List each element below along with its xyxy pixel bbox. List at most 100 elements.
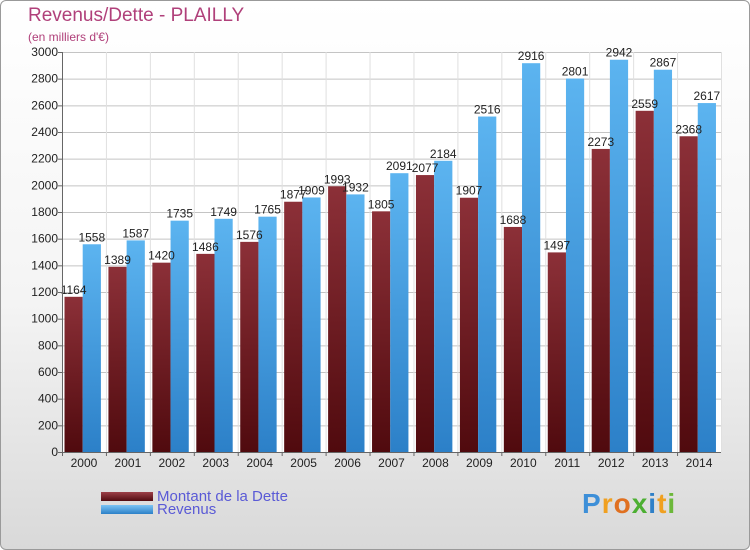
debt-bar [196,253,215,452]
revenue-bar [478,116,497,453]
revenue-data-label: 1558 [78,230,105,244]
chart-subtitle: (en milliers d'€) [28,30,109,44]
debt-data-label: 1805 [368,197,395,211]
x-tick-label: 2011 [554,456,580,470]
debt-data-label: 1877 [280,188,307,202]
revenue-bar [258,216,277,452]
revenue-data-label: 2916 [518,49,545,63]
logo-letter: r [601,488,614,519]
y-tick-label: 2000 [31,178,58,192]
debt-bar [152,262,171,452]
y-tick-label: 1200 [31,285,58,299]
legend-label-revenue: Revenus [157,500,217,518]
legend-label-debt: Montant de la Dette [157,487,288,505]
x-tick-label: 2002 [158,456,185,470]
y-tick-label: 2600 [31,98,58,112]
debt-data-label: 1164 [61,283,87,297]
y-tick-label: 400 [38,392,58,406]
debt-data-label: 1497 [544,238,571,252]
debt-bar [503,226,523,452]
revenue-bar [170,220,189,452]
revenue-data-label: 1909 [298,183,325,197]
x-tick-label: 2001 [115,456,142,470]
logo-letter: i [648,488,658,519]
y-tick-label: 2400 [31,125,58,139]
x-tick-label: 2006 [334,456,361,470]
x-tick-label: 2012 [598,456,625,470]
debt-data-label: 2077 [412,161,439,175]
debt-data-label: 1993 [324,172,351,186]
debt-data-label: 1389 [104,253,131,267]
y-tick-label: 1600 [31,232,58,246]
y-tick-label: 0 [51,445,58,459]
revenue-bar [565,78,585,453]
debt-bar [679,136,698,452]
debt-bar [328,186,347,452]
revenue-data-label: 2091 [386,159,413,173]
legend-swatch-debt [101,491,153,501]
debt-bar [547,252,566,452]
legend-item-debt: Montant de la Dette [101,487,288,505]
revenue-data-label: 1932 [342,180,369,194]
y-tick-label: 1400 [31,258,58,272]
debt-bar [64,296,83,452]
x-tick-label: 2008 [422,456,449,470]
debt-data-label: 1420 [148,249,175,263]
revenue-data-label: 1765 [254,203,281,217]
debt-data-label: 1576 [236,228,263,242]
debt-bar [591,148,610,452]
x-tick-label: 2005 [290,456,317,470]
proxiti-logo: Proxiti [582,488,676,520]
revenue-data-label: 1587 [122,226,149,240]
debt-data-label: 2273 [587,135,614,149]
y-tick-label: 800 [38,338,58,352]
debt-bar [284,201,303,452]
debt-data-label: 1688 [500,213,527,227]
debt-bar [372,211,391,452]
chart-title: Revenus/Dette - PLAILLY [28,5,245,26]
revenue-data-label: 1749 [210,205,237,219]
x-tick-label: 2014 [686,456,713,470]
debt-data-label: 1907 [456,184,483,198]
revenue-bar [126,240,145,452]
revenue-bar [653,69,673,452]
debt-bar [635,110,654,453]
debt-bar [415,175,435,453]
x-tick-label: 2003 [202,456,229,470]
logo-letter: i [667,488,677,519]
y-tick-label: 3000 [31,45,58,59]
debt-bar [240,241,259,452]
revenue-bar [390,173,409,452]
x-tick-label: 2007 [378,456,405,470]
revenue-data-label: 2184 [430,147,457,161]
debt-data-label: 2368 [675,122,702,136]
revenue-bar [302,197,321,452]
revenue-bar [522,63,541,452]
debt-data-label: 2559 [631,97,658,111]
revenue-bar [214,218,233,452]
x-tick-label: 2009 [466,456,493,470]
y-tick-label: 200 [38,418,58,432]
revenue-bar [609,59,629,452]
revenue-bar [697,103,716,453]
revenue-bar [82,244,101,452]
logo-letter: t [657,488,668,519]
legend-swatch-revenue [101,504,153,514]
logo-letter: x [631,488,649,519]
revenue-data-label: 2942 [606,46,633,60]
debt-bar [459,197,479,452]
revenue-data-label: 2516 [474,103,501,117]
y-tick-label: 2200 [31,152,58,166]
y-tick-label: 2800 [31,72,58,86]
x-tick-label: 2010 [510,456,537,470]
revenue-bar [346,194,365,452]
revenue-data-label: 2867 [650,56,677,70]
y-tick-label: 600 [38,365,58,379]
debt-data-label: 1486 [192,240,219,254]
revenue-data-label: 1735 [166,207,193,221]
debt-bar [108,266,127,452]
revenue-data-label: 2801 [562,65,589,79]
revenue-data-label: 2617 [694,89,721,103]
